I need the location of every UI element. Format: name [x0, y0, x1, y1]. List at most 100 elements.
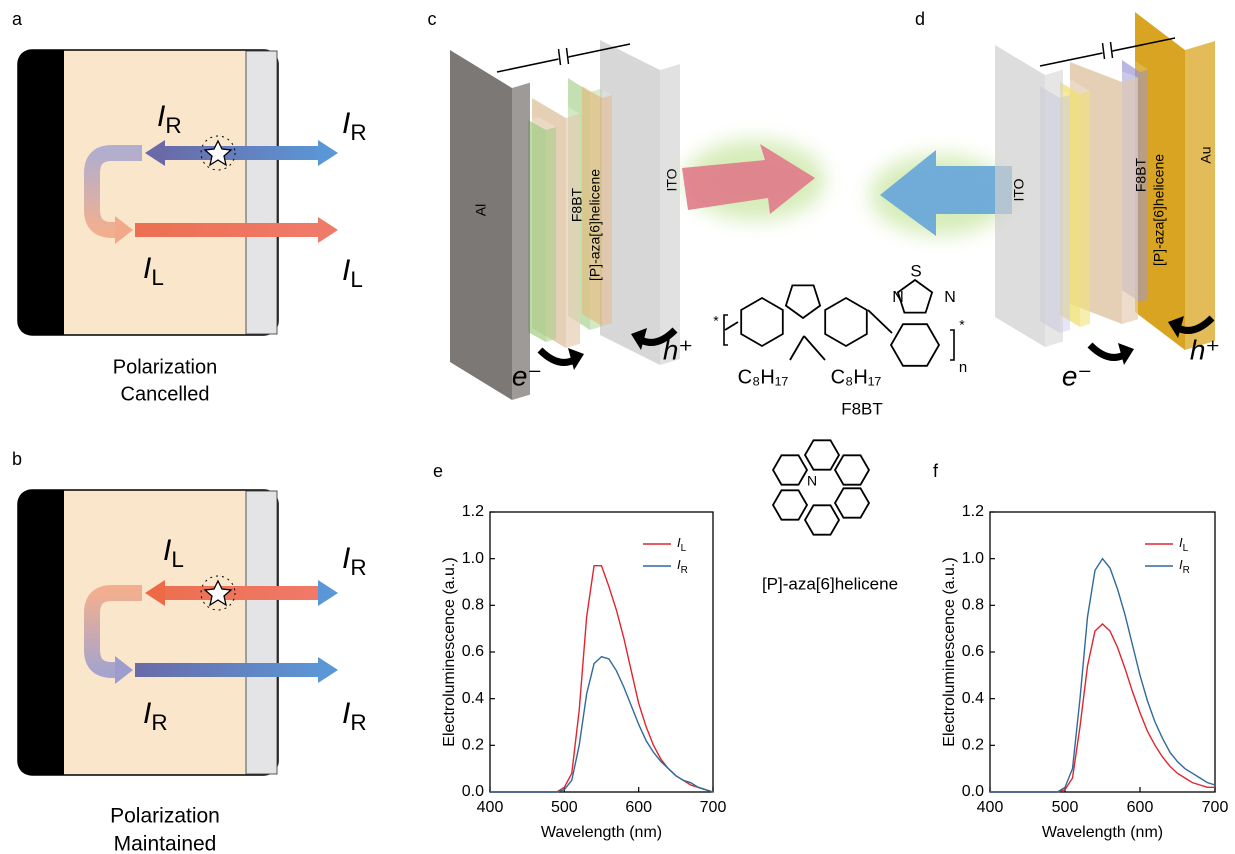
symbol: I [143, 252, 151, 285]
transparent-electrode [246, 51, 277, 334]
x-tick-label: 400 [477, 799, 504, 816]
label: * [959, 317, 965, 333]
x-tick-label: 500 [551, 799, 578, 816]
carrier-arrow [540, 350, 574, 362]
legend-label: IL [677, 535, 687, 553]
label: F8BT [1133, 157, 1149, 192]
layer-side [602, 95, 612, 326]
layer-side [660, 64, 680, 365]
y-tick-label: 0.2 [962, 737, 984, 754]
label: c [428, 9, 437, 29]
x-tick-label: 400 [977, 799, 1004, 816]
subscript: R [350, 120, 366, 145]
label: Polarization [110, 805, 220, 828]
intensity-label: IR [342, 542, 367, 580]
y-axis-label: Electroluminescence (a.u.) [441, 557, 458, 746]
label: Al [473, 204, 489, 216]
symbol: I [163, 534, 171, 567]
label: Cancelled [121, 383, 210, 405]
plot-frame [490, 512, 713, 792]
x-tick-label: 700 [700, 799, 727, 816]
label: [P]-aza[6]helicene [762, 574, 898, 593]
label: Back Electrode [29, 561, 52, 702]
layer-front [528, 120, 546, 342]
ring [773, 455, 807, 484]
y-tick-label: 1.2 [462, 503, 484, 520]
ring [805, 505, 839, 534]
subscript: R [165, 113, 181, 138]
layer-side [1080, 91, 1090, 327]
y-tick-label: 0.0 [462, 783, 484, 800]
bond [790, 336, 804, 360]
symbol: I [157, 100, 165, 133]
layer-side [512, 83, 530, 400]
label: ITO [1011, 178, 1027, 201]
label: N [944, 289, 956, 306]
transparent-electrode [246, 491, 277, 774]
symbol: I [342, 697, 350, 730]
ring [825, 298, 867, 346]
label: n [959, 359, 967, 376]
label: N [807, 473, 817, 489]
layer-side [566, 114, 580, 348]
subscript: L [350, 267, 363, 292]
series-line [490, 566, 713, 792]
y-axis-label: Electroluminescence (a.u.) [941, 557, 958, 746]
intensity-label: IL [342, 254, 363, 292]
layer-side [1122, 77, 1138, 324]
panel-label: f [933, 461, 939, 481]
panel-label: e [433, 461, 443, 481]
label: N [892, 289, 904, 306]
symbol: I [143, 697, 151, 730]
symbol: I [342, 107, 350, 140]
series-line [990, 624, 1215, 792]
symbol: I [342, 254, 350, 287]
y-tick-label: 0.6 [962, 643, 984, 660]
layer-side [546, 127, 556, 342]
y-tick-label: 1.2 [962, 503, 984, 520]
ring [891, 324, 939, 366]
subscript: L [171, 547, 184, 572]
label: Polarization [113, 356, 218, 378]
subscript: R [151, 710, 167, 735]
y-tick-label: 0.0 [962, 783, 984, 800]
y-tick-label: 0.8 [962, 597, 984, 614]
ring [773, 490, 807, 519]
y-tick-label: 0.6 [462, 643, 484, 660]
figure: aBack ElectrodeIRIRILILPolarizationCance… [0, 0, 1235, 854]
y-tick-label: 0.8 [462, 597, 484, 614]
bond [725, 322, 738, 330]
layer-side [1185, 41, 1215, 350]
label: [P]-aza[6]helicene [587, 169, 603, 281]
arrow [160, 586, 325, 600]
intensity-label: IR [342, 697, 367, 735]
x-tick-label: 700 [1202, 799, 1229, 816]
ring [805, 440, 839, 469]
arrow-head [318, 217, 338, 243]
subscript: R [350, 555, 366, 580]
carrier-arrow [1090, 345, 1124, 357]
bond [804, 336, 825, 360]
ring [835, 455, 869, 484]
y-tick-label: 1.0 [462, 550, 484, 567]
y-tick-label: 0.2 [462, 737, 484, 754]
arrow [160, 146, 325, 160]
series-line [990, 559, 1215, 792]
layer [995, 40, 1063, 347]
label: b [12, 449, 22, 469]
label: F8BT [841, 399, 883, 418]
label: Back Electrode [29, 121, 52, 262]
bracket [950, 330, 954, 360]
ring [786, 285, 820, 318]
hole-label: h⁺ [1190, 334, 1220, 365]
arrow-head [318, 580, 338, 606]
legend-label: IR [1179, 557, 1190, 575]
label: C₈H₁₇ [738, 366, 789, 388]
ring [741, 298, 783, 346]
x-axis-label: Wavelength (nm) [1042, 824, 1163, 841]
label: a [12, 9, 23, 29]
electron-label: e⁻ [512, 360, 542, 391]
x-tick-label: 600 [1127, 799, 1154, 816]
label: Maintained [114, 833, 217, 854]
label: F8BT [569, 187, 585, 222]
